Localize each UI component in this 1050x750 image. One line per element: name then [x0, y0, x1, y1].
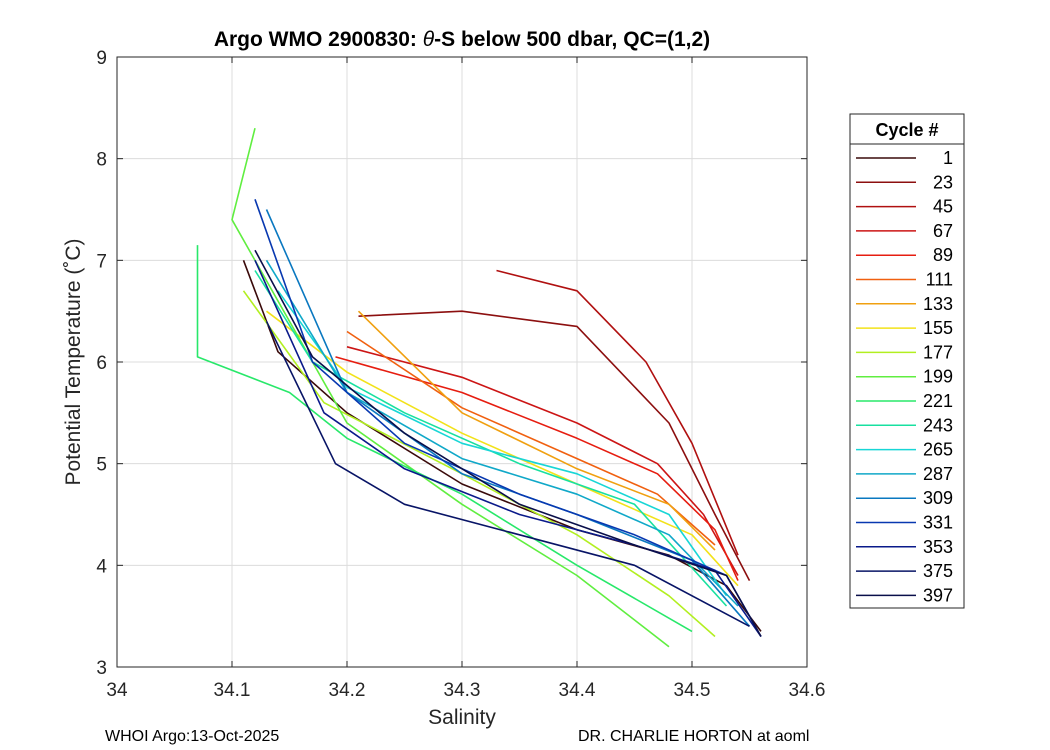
footer-left: WHOI Argo:13-Oct-2025 [105, 728, 279, 745]
legend-label: 265 [923, 440, 953, 460]
series-line-cycle-243 [254, 270, 728, 607]
x-tick-label: 34 [106, 680, 128, 701]
legend-label: 23 [933, 172, 953, 192]
legend-title: Cycle # [875, 120, 938, 140]
legend-label: 67 [933, 221, 953, 241]
footer-right: DR. CHARLIE HORTON at aoml [578, 728, 809, 745]
y-axis: 3 4 5 6 7 8 9 [96, 48, 807, 679]
legend: Cycle # 1 23 45 67 89 111 133 155 177 199 221 243 26… [849, 113, 965, 609]
legend-entries: 1 23 45 67 89 111 133 155 177 199 221 243 265 287 309 3… [856, 148, 953, 605]
series-line-cycle-89 [335, 356, 739, 581]
x-tick-label: 34.3 [444, 680, 481, 701]
legend-label: 199 [923, 367, 953, 387]
x-axis-title: Salinity [428, 706, 496, 729]
y-tick-label: 7 [96, 251, 107, 272]
legend-label: 309 [923, 488, 953, 508]
y-tick-label: 5 [96, 455, 107, 476]
series-line-cycle-221 [196, 245, 693, 633]
legend-label: 331 [923, 513, 953, 533]
legend-label: 287 [923, 464, 953, 484]
chart-title: Argo WMO 2900830: θ-S below 500 dbar, QC… [214, 28, 710, 51]
x-tick-label: 34.6 [789, 680, 826, 701]
series-line-cycle-397 [254, 249, 762, 637]
y-tick-label: 6 [96, 353, 107, 374]
legend-label: 1 [943, 148, 953, 168]
series-line-cycle-265 [277, 290, 728, 597]
y-tick-label: 8 [96, 150, 107, 171]
series-line-cycle-23 [358, 310, 751, 581]
legend-label: 243 [923, 415, 953, 435]
legend-label: 111 [926, 270, 953, 290]
series-line-cycle-45 [496, 269, 739, 556]
series-line-cycle-199 [231, 128, 670, 648]
x-tick-label: 34.5 [674, 680, 711, 701]
y-tick-label: 9 [96, 48, 107, 69]
legend-label: 133 [923, 294, 953, 314]
x-tick-label: 34.4 [559, 680, 596, 701]
y-tick-label: 3 [96, 658, 107, 679]
x-tick-label: 34.1 [214, 680, 251, 701]
legend-label: 221 [923, 391, 953, 411]
y-tick-label: 4 [96, 556, 107, 577]
series-line-cycle-375 [265, 320, 750, 628]
legend-label: 397 [923, 585, 953, 605]
series-line-cycle-133 [357, 310, 716, 551]
x-axis: 34 34.1 34.2 34.3 34.4 34.5 34.6 [106, 57, 825, 701]
x-tick-label: 34.2 [329, 680, 366, 701]
y-axis-title: Potential Temperature (˚C) [62, 238, 85, 485]
legend-label: 177 [923, 342, 953, 362]
legend-label: 375 [923, 561, 953, 581]
series-line-cycle-287 [265, 259, 739, 607]
legend-label: 45 [933, 197, 953, 217]
legend-label: 155 [923, 318, 953, 338]
legend-box [849, 113, 965, 609]
legend-label: 353 [923, 537, 953, 557]
series-layer [196, 128, 762, 648]
legend-label: 89 [933, 245, 953, 265]
series-line-cycle-353 [254, 259, 762, 637]
series-line-cycle-1 [242, 260, 762, 632]
grid [117, 57, 807, 667]
